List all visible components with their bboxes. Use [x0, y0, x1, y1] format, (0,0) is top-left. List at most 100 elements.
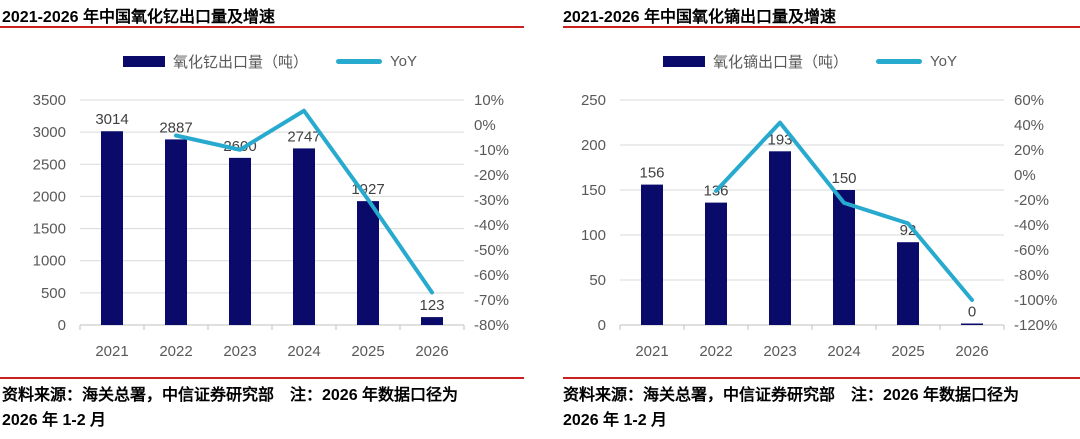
svg-text:-20%: -20% — [474, 167, 509, 184]
panel-yttrium-oxide: 2021-2026 年中国氧化钇出口量及增速 氧化钇出口量（吨） YoY 350… — [0, 9, 540, 429]
x-axis-label: 2024 — [827, 343, 860, 360]
y-axis-right-labels: 60% 40% 20% 0% -20% -40% -60% -80% -100% -120% — [1014, 92, 1057, 334]
y-axis-left-labels: 3500 3000 2500 2000 1500 1000 500 0 — [33, 92, 66, 334]
svg-text:0: 0 — [598, 317, 606, 334]
bar — [641, 184, 663, 325]
gridlines — [619, 99, 1005, 330]
svg-text:-80%: -80% — [474, 317, 509, 334]
line-series-label: YoY — [390, 52, 417, 70]
source-note: 资料来源：海关总署，中信证券研究部 注：2026 年数据口径为 2026 年 1… — [2, 387, 459, 429]
yoy-line — [714, 120, 974, 302]
legend-item-line: YoY — [876, 53, 957, 70]
legend-item-line: YoY — [336, 53, 417, 70]
source-rule — [0, 377, 524, 379]
svg-text:-60%: -60% — [1014, 242, 1049, 259]
svg-text:3500: 3500 — [33, 92, 66, 109]
x-axis-label: 2022 — [159, 343, 192, 360]
x-axis-label: 2025 — [351, 343, 384, 360]
bar — [705, 202, 727, 325]
bar-value-label: 123 — [419, 297, 444, 314]
line-series-swatch — [336, 58, 383, 64]
svg-text:-100%: -100% — [1014, 292, 1057, 309]
bar — [229, 157, 251, 325]
svg-text:150: 150 — [581, 182, 606, 199]
svg-text:100: 100 — [581, 227, 606, 244]
bar — [357, 201, 379, 325]
line-series-swatch — [876, 58, 923, 64]
bar — [101, 131, 123, 325]
bar-value-label: 156 — [639, 165, 664, 182]
svg-text:0%: 0% — [1014, 167, 1036, 184]
svg-text:2000: 2000 — [33, 188, 66, 205]
chart-legend: 氧化钇出口量（吨） YoY — [0, 51, 540, 71]
bars — [641, 151, 983, 325]
svg-text:60%: 60% — [1014, 92, 1044, 109]
chart-title: 2021-2026 年中国氧化镝出口量及增速 — [563, 9, 836, 26]
svg-text:3000: 3000 — [33, 124, 66, 141]
svg-text:-60%: -60% — [474, 267, 509, 284]
bar-series-swatch — [123, 55, 165, 67]
y-axis-right-labels: 10% 0% -10% -20% -30% -40% -50% -60% -70% -80% — [474, 92, 509, 334]
svg-text:10%: 10% — [474, 92, 504, 109]
svg-text:1500: 1500 — [33, 221, 66, 238]
svg-text:50: 50 — [589, 272, 606, 289]
bar — [165, 139, 187, 325]
svg-text:-50%: -50% — [474, 242, 509, 259]
gridlines — [79, 99, 465, 330]
svg-text:-20%: -20% — [1014, 192, 1049, 209]
svg-text:0: 0 — [58, 317, 66, 334]
svg-text:-40%: -40% — [474, 217, 509, 234]
line-series-label: YoY — [930, 52, 957, 70]
bar-value-label: 0 — [968, 304, 976, 321]
bar-value-label: 193 — [767, 131, 792, 148]
svg-text:-30%: -30% — [474, 192, 509, 209]
legend-item-bar: 氧化镝出口量（吨） — [663, 51, 848, 72]
x-axis-label: 2022 — [699, 343, 732, 360]
source-note: 资料来源：海关总署，中信证券研究部 注：2026 年数据口径为 2026 年 1… — [563, 387, 1020, 429]
bar-series-label: 氧化钇出口量（吨） — [173, 53, 309, 71]
svg-text:1000: 1000 — [33, 253, 66, 270]
bar — [421, 317, 443, 325]
svg-text:250: 250 — [581, 92, 606, 109]
bar-series-label: 氧化镝出口量（吨） — [713, 53, 849, 71]
source-rule — [563, 377, 1080, 379]
chart-legend: 氧化镝出口量（吨） YoY — [540, 51, 1080, 71]
bar — [833, 190, 855, 325]
combo-chart-yttrium: 3500 3000 2500 2000 1500 1000 500 0 10% 0% -10% -20… — [33, 92, 509, 360]
title-rule — [0, 26, 524, 28]
title-rule — [563, 26, 1080, 28]
bar-value-label: 2747 — [287, 128, 320, 145]
x-axis-labels: 2021 2022 2023 2024 2025 2026 — [95, 343, 448, 360]
x-axis-labels: 2021 2022 2023 2024 2025 2026 — [635, 343, 988, 360]
svg-text:-120%: -120% — [1014, 317, 1057, 334]
svg-text:500: 500 — [41, 285, 66, 302]
legend-item-bar: 氧化钇出口量（吨） — [123, 51, 308, 72]
bar-value-label: 3014 — [95, 111, 128, 128]
bar-value-label: 2887 — [159, 119, 192, 136]
x-axis-label: 2023 — [223, 343, 256, 360]
y-axis-left-labels: 250 200 150 100 50 0 — [581, 92, 606, 334]
bar — [961, 323, 983, 325]
x-axis-label: 2026 — [955, 343, 988, 360]
x-axis-label: 2024 — [287, 343, 320, 360]
svg-text:0%: 0% — [474, 117, 496, 134]
svg-text:20%: 20% — [1014, 142, 1044, 159]
svg-text:-40%: -40% — [1014, 217, 1049, 234]
bar-value-label: 150 — [831, 170, 856, 187]
svg-text:-80%: -80% — [1014, 267, 1049, 284]
bar — [897, 242, 919, 325]
svg-text:2500: 2500 — [33, 156, 66, 173]
yoy-line — [174, 108, 434, 295]
svg-text:200: 200 — [581, 137, 606, 154]
svg-text:40%: 40% — [1014, 117, 1044, 134]
x-axis-label: 2021 — [95, 343, 128, 360]
bars — [101, 131, 443, 325]
x-axis-label: 2021 — [635, 343, 668, 360]
combo-chart-dysprosium: 250 200 150 100 50 0 60% 40% 20% 0% -20% -40% -60% -8… — [581, 92, 1057, 360]
bar-series-swatch — [663, 55, 705, 67]
x-axis-label: 2026 — [415, 343, 448, 360]
x-axis-label: 2025 — [891, 343, 924, 360]
bar — [293, 148, 315, 325]
svg-text:-70%: -70% — [474, 292, 509, 309]
